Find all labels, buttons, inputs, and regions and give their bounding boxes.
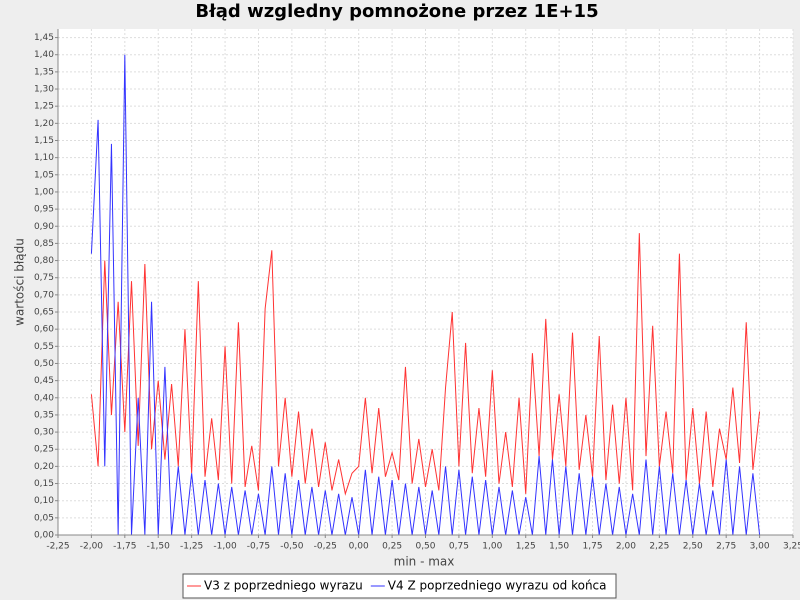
y-tick-label: 0,10 — [34, 496, 54, 506]
x-tick-label: 0,00 — [349, 542, 369, 552]
x-tick-label: 3,00 — [750, 542, 770, 552]
x-tick-label: 0,75 — [449, 542, 469, 552]
x-tick-label: -2,00 — [80, 542, 104, 552]
y-tick-label: 0,30 — [34, 428, 54, 438]
x-tick-label: 2,75 — [716, 542, 736, 552]
y-tick-label: 0,35 — [34, 410, 54, 420]
y-tick-label: 1,00 — [34, 187, 54, 197]
x-tick-label: -1,00 — [213, 542, 237, 552]
y-tick-label: 1,30 — [34, 85, 54, 95]
x-tick-label: 0,50 — [415, 542, 435, 552]
series-line — [90, 233, 761, 496]
axes: 0,00 0,05 0,10 0,15 0,20 0,25 0,30 0,35 0,40 0,45… — [34, 29, 800, 552]
x-tick-label: -1,50 — [147, 542, 171, 552]
y-tick-label: 0,70 — [34, 290, 54, 300]
y-tick-label: 0,80 — [34, 256, 54, 266]
x-tick-label: -1,25 — [180, 542, 203, 552]
y-tick-label: 0,65 — [34, 308, 54, 318]
y-tick-label: 0,60 — [34, 325, 54, 335]
y-tick-label: 1,05 — [34, 170, 54, 180]
x-tick-label: 1,75 — [583, 542, 603, 552]
grid — [57, 29, 794, 536]
x-tick-label: -0,50 — [280, 542, 304, 552]
x-tick-label: -2,25 — [46, 542, 69, 552]
y-tick-label: 0,25 — [34, 445, 54, 455]
x-tick-label: 1,25 — [516, 542, 536, 552]
y-tick-label: 0,95 — [34, 205, 54, 215]
legend-label: V3 z poprzedniego wyrazu — [204, 579, 363, 593]
x-tick-label: 2,50 — [683, 542, 703, 552]
legend: V3 z poprzedniego wyrazu V4 Z poprzednieg… — [187, 579, 607, 593]
y-tick-label: 0,40 — [34, 393, 54, 403]
y-tick-label: 1,20 — [34, 119, 54, 129]
y-tick-label: 1,10 — [34, 153, 54, 163]
x-tick-label: 3,25 — [783, 542, 800, 552]
y-tick-label: 1,40 — [34, 50, 54, 60]
x-tick-label: 2,25 — [649, 542, 669, 552]
y-tick-label: 0,45 — [34, 376, 54, 386]
legend-label: V4 Z poprzedniego wyrazu od końca — [388, 579, 607, 593]
y-tick-label: 0,55 — [34, 342, 54, 352]
y-tick-label: 0,85 — [34, 239, 54, 249]
y-axis-label: wartości błądu — [13, 238, 27, 326]
x-tick-label: 0,25 — [382, 542, 402, 552]
x-tick-label: 1,50 — [549, 542, 569, 552]
y-tick-label: 0,00 — [34, 531, 54, 541]
chart-title: Błąd wzgledny pomnożone przez 1E+15 — [195, 1, 598, 22]
x-tick-label: 2,00 — [616, 542, 636, 552]
y-tick-label: 0,20 — [34, 462, 54, 472]
x-tick-label: 1,00 — [482, 542, 502, 552]
y-tick-label: 1,45 — [34, 33, 54, 43]
y-tick-label: 1,15 — [34, 136, 54, 146]
y-tick-label: 0,05 — [34, 513, 54, 523]
y-tick-label: 0,15 — [34, 479, 54, 489]
y-tick-label: 0,90 — [34, 222, 54, 232]
x-tick-label: -0,75 — [247, 542, 270, 552]
x-tick-label: -1,75 — [113, 542, 136, 552]
y-tick-label: 1,25 — [34, 102, 54, 112]
y-tick-label: 0,50 — [34, 359, 54, 369]
legend-box — [182, 573, 617, 599]
y-tick-label: 1,35 — [34, 67, 54, 77]
x-axis-label: min - max — [394, 555, 455, 569]
x-tick-label: -0,25 — [314, 542, 337, 552]
y-tick-label: 0,75 — [34, 273, 54, 283]
